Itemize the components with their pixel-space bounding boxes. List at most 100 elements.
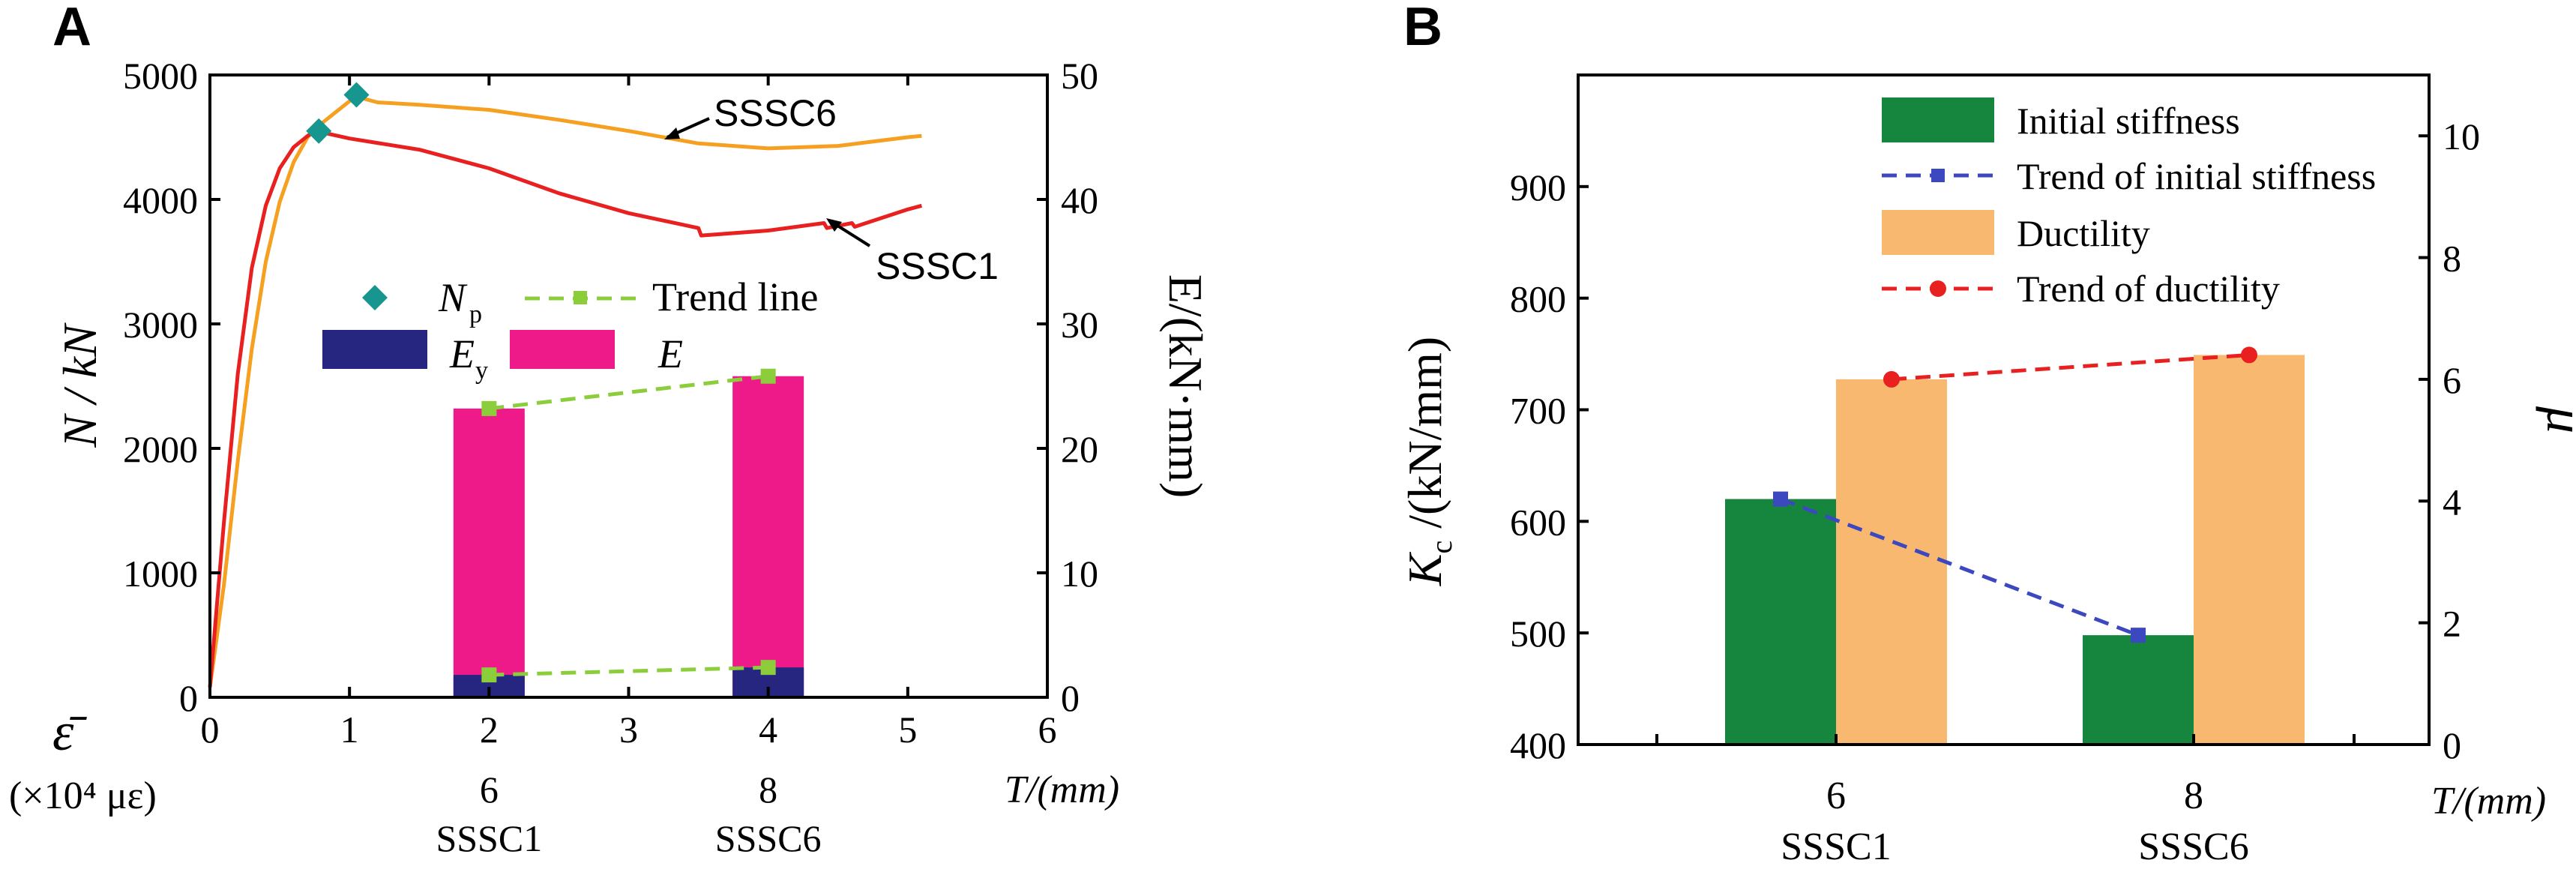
b-ytick-right-label-4: 8 — [2443, 238, 2461, 280]
legend-trend-ductility-label: Trend of ductility — [2017, 268, 2280, 310]
bar-ductility-0 — [1836, 379, 1947, 745]
b-ytick-right-label-3: 6 — [2443, 359, 2461, 401]
legend-np-label: N — [438, 275, 468, 320]
b-ytick-left-label-5: 900 — [1510, 166, 1566, 208]
legend-ey-swatch — [322, 330, 427, 369]
annotation-sssc6-arrowhead — [664, 127, 680, 139]
legend-trend-marker — [574, 291, 587, 304]
legend-initial-stiffness-swatch — [1882, 97, 1994, 142]
legend-trend-ductility-marker — [1930, 280, 1946, 297]
legend-initial-stiffness-label: Initial stiffness — [2017, 100, 2240, 142]
b-ytick-left-label-2: 600 — [1510, 501, 1566, 543]
panel-a-strain-symbol: ε̄ — [52, 702, 87, 762]
trend-e-line — [489, 374, 768, 411]
b-ytick-left-label-4: 800 — [1510, 278, 1566, 320]
a-ytick-left-label-5: 5000 — [123, 55, 198, 97]
panel-a-strain-unit: (×10⁴ με) — [9, 775, 157, 817]
a-ytick-right-label-4: 40 — [1061, 179, 1098, 221]
curve-sssc6 — [208, 93, 922, 688]
a-xtick-label-3: 3 — [619, 709, 638, 751]
panel-b-ylabel-unit: /(kN/mm) — [1398, 337, 1451, 541]
panel-a-plot-frame — [208, 73, 1049, 699]
peak-point-1 — [343, 82, 370, 108]
b-ytick-right-label-1: 2 — [2443, 603, 2461, 645]
trend-ey-line — [489, 665, 768, 677]
panel-b-label: B — [1403, 0, 1442, 57]
b-ytick-right-label-0: 0 — [2443, 724, 2461, 766]
legend-ey-sub: y — [475, 357, 488, 385]
panel-b-ticks: 400 500 600 700 800 900 0 2 4 6 8 10 — [1510, 115, 2480, 766]
trend-stiffness-line — [1780, 497, 2139, 637]
panel-a-trend-lines — [481, 368, 776, 683]
curve-sssc1 — [208, 129, 923, 688]
panel-b-bars — [1725, 355, 2305, 745]
a-t-value-0: 6 — [480, 769, 499, 811]
trend-stiffness-marker-1 — [2131, 628, 2146, 643]
trend-ductility-marker-0 — [1883, 370, 1900, 388]
trend-ey-marker-0 — [481, 667, 497, 683]
a-xtick-label-1: 1 — [340, 709, 359, 751]
panel-b-ylabel-left: Kc /(kN/mm) — [1398, 337, 1458, 586]
a-ytick-right-label-1: 10 — [1061, 553, 1098, 595]
panel-b-left-axis-title: Kc /(kN/mm) — [1398, 337, 1458, 586]
b-ytick-left-label-1: 500 — [1510, 613, 1566, 655]
panel-a-ylabel-right: E/(kN·mm) — [1159, 274, 1212, 499]
a-xtick-label-0: 0 — [201, 709, 220, 751]
legend-np-sub: p — [469, 301, 482, 328]
panel-a-left-axis-title: N / kN — [53, 322, 106, 448]
panel-b-ylabel-k: K — [1398, 551, 1451, 586]
peak-point-0 — [306, 118, 332, 144]
bar-e-0 — [453, 408, 525, 697]
legend-np-marker — [362, 285, 388, 310]
a-xtick-label-2: 2 — [480, 709, 499, 751]
panel-a-peak-points — [306, 82, 370, 144]
panel-a-t-labels: 6 SSSC1 8 SSSC6 — [436, 769, 821, 859]
a-xtick-label-4: 4 — [759, 709, 777, 751]
legend-trend-label: Trend line — [652, 274, 819, 319]
annotation-sssc1-arrowhead — [826, 218, 842, 232]
panel-a-right-axis-title: E/(kN·mm) — [1159, 274, 1212, 499]
trend-ey-marker-1 — [760, 660, 776, 676]
a-ytick-right-label-2: 20 — [1061, 428, 1098, 470]
annotation-sssc6-text: SSSC6 — [714, 92, 837, 134]
panel-a-legend: N p Trend line E y E — [322, 274, 819, 385]
panel-a-annotation-sssc6: SSSC6 — [664, 92, 837, 139]
panel-a-curves — [208, 93, 923, 688]
a-t-value-1: 8 — [759, 769, 777, 811]
legend-ey-label: E — [449, 331, 475, 376]
panel-a-t-axis-label: T/(mm) — [1005, 769, 1119, 811]
legend-ductility-swatch — [1882, 210, 1994, 255]
panel-a: A 0 1 2 3 4 5 60100020003000400050000102030405… — [9, 0, 1212, 859]
a-ytick-left-label-0: 0 — [179, 677, 198, 719]
a-ytick-left-label-2: 2000 — [123, 428, 198, 470]
a-ytick-left-label-4: 4000 — [123, 179, 198, 221]
trend-e-marker-1 — [760, 368, 776, 384]
bar-ductility-1 — [2194, 355, 2305, 745]
trend-ductility-line — [1891, 352, 2250, 382]
b-ytick-right-label-5: 10 — [2443, 115, 2480, 157]
a-ytick-left-label-3: 3000 — [123, 304, 198, 346]
panel-b-ylabel-right: μ — [2536, 406, 2576, 433]
trend-ductility-marker-1 — [2241, 346, 2257, 364]
panel-a-label: A — [52, 0, 91, 57]
b-specimen-1: SSSC6 — [2138, 826, 2248, 868]
panel-b-right-axis-title: μ — [2536, 406, 2576, 433]
legend-ductility-label: Ductility — [2017, 212, 2150, 254]
panel-b-t-axis-label: T/(mm) — [2431, 780, 2546, 823]
legend-e-swatch — [510, 330, 615, 369]
panel-b-legend: Initial stiffness Trend of initial stiff… — [1882, 97, 2376, 310]
b-ytick-left-label-3: 700 — [1510, 390, 1566, 432]
b-t-value-0: 6 — [1826, 775, 1846, 817]
a-ytick-right-label-0: 0 — [1061, 677, 1080, 719]
panel-a-bars — [453, 376, 804, 697]
bar-e-1 — [732, 376, 804, 697]
b-t-value-1: 8 — [2184, 775, 2203, 817]
b-specimen-0: SSSC1 — [1781, 826, 1891, 868]
panel-b-trend-lines — [1773, 346, 2257, 643]
a-xtick-label-5: 5 — [898, 709, 917, 751]
panel-b-ylabel-sub: c — [1424, 541, 1458, 554]
bar-initial-stiffness-0 — [1725, 499, 1836, 745]
